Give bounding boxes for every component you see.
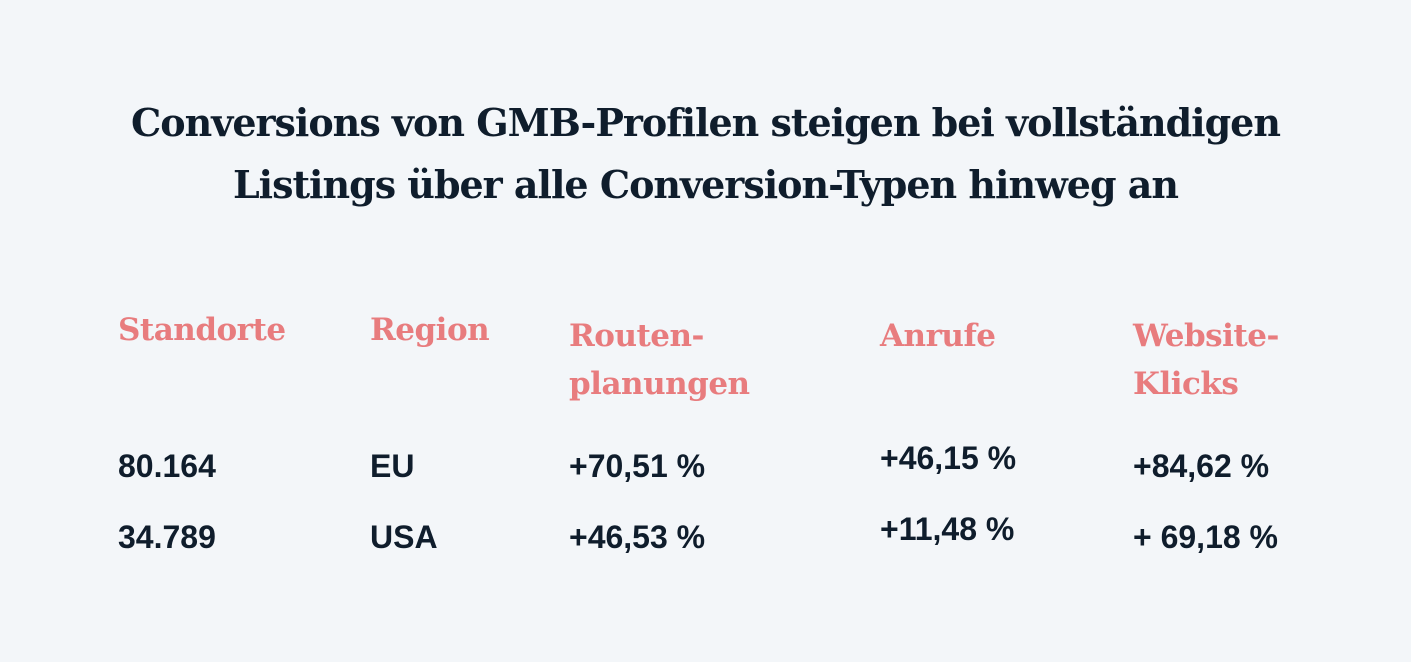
- column-header-label: Routen-: [569, 318, 704, 354]
- column-header-label: Standorte: [118, 312, 286, 348]
- cell-standorte: 80.164: [118, 448, 216, 484]
- cell-anrufe: +46,15 %: [880, 440, 1017, 476]
- page-title: Conversions von GMB-Profilen steigen bei…: [0, 92, 1411, 216]
- cell-routenplanungen: +46,53 %: [569, 519, 706, 555]
- cell-region: EU: [370, 448, 415, 484]
- cell-region: USA: [370, 519, 438, 555]
- cell-website-klicks: + 69,18 %: [1133, 519, 1278, 555]
- cell-routenplanungen: +70,51 %: [569, 448, 706, 484]
- title-line-1: Conversions von GMB-Profilen steigen bei…: [131, 100, 1281, 145]
- column-header-routenplanungen: Routen- planungen: [569, 312, 750, 408]
- cell-website-klicks: +84,62 %: [1133, 448, 1270, 484]
- cell-anrufe: +11,48 %: [880, 511, 1015, 547]
- column-header-region: Region: [370, 306, 490, 354]
- column-header-label: Anrufe: [880, 318, 996, 354]
- cell-standorte: 34.789: [118, 519, 216, 555]
- column-header-label: Website-: [1133, 318, 1279, 354]
- column-header-label: Region: [370, 312, 490, 348]
- title-line-2: Listings über alle Conversion-Typen hinw…: [232, 162, 1179, 207]
- column-header-label: planungen: [569, 366, 750, 402]
- column-header-label: Klicks: [1133, 366, 1239, 402]
- column-header-standorte: Standorte: [118, 306, 286, 354]
- column-header-website-klicks: Website- Klicks: [1133, 312, 1279, 408]
- column-header-anrufe: Anrufe: [880, 312, 996, 360]
